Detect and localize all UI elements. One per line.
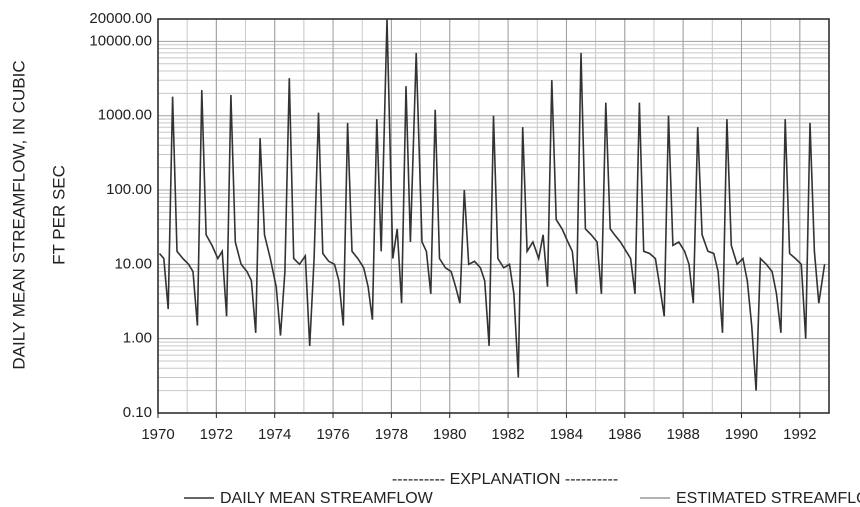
x-tick-label: 1992 xyxy=(783,426,816,443)
x-tick-label: 1974 xyxy=(258,426,291,443)
y-tick-label: 10000.00 xyxy=(89,32,152,49)
x-tick-label: 1988 xyxy=(666,426,699,443)
y-tick-label: 20000.00 xyxy=(89,10,152,27)
y-tick-label: 100.00 xyxy=(106,181,152,198)
x-tick-label: 1986 xyxy=(608,426,641,443)
y-axis-label: DAILY MEAN STREAMFLOW, IN CUBIC xyxy=(9,60,28,369)
y-tick-label: 1.00 xyxy=(123,330,152,347)
plot-frame xyxy=(157,18,830,414)
y-tick-label: 10.00 xyxy=(114,255,152,272)
x-tick-label: 1970 xyxy=(141,426,174,443)
x-tick-label: 1980 xyxy=(433,426,466,443)
x-tick-label: 1990 xyxy=(725,426,758,443)
x-tick-label: 1972 xyxy=(200,426,233,443)
x-tick-label: 1978 xyxy=(375,426,408,443)
legend-label: DAILY MEAN STREAMFLOW xyxy=(220,490,434,507)
series-line xyxy=(158,18,826,391)
y-axis-label: FT PER SEC xyxy=(49,165,68,265)
x-tick-label: 1976 xyxy=(316,426,349,443)
x-tick-label: 1984 xyxy=(550,426,583,443)
legend-label: ESTIMATED STREAMFLOW xyxy=(676,490,860,507)
y-tick-label: 0.10 xyxy=(123,404,152,421)
y-tick-label: 1000.00 xyxy=(98,107,152,124)
x-tick-label: 1982 xyxy=(491,426,524,443)
legend-title: ---------- EXPLANATION ---------- xyxy=(392,471,618,488)
